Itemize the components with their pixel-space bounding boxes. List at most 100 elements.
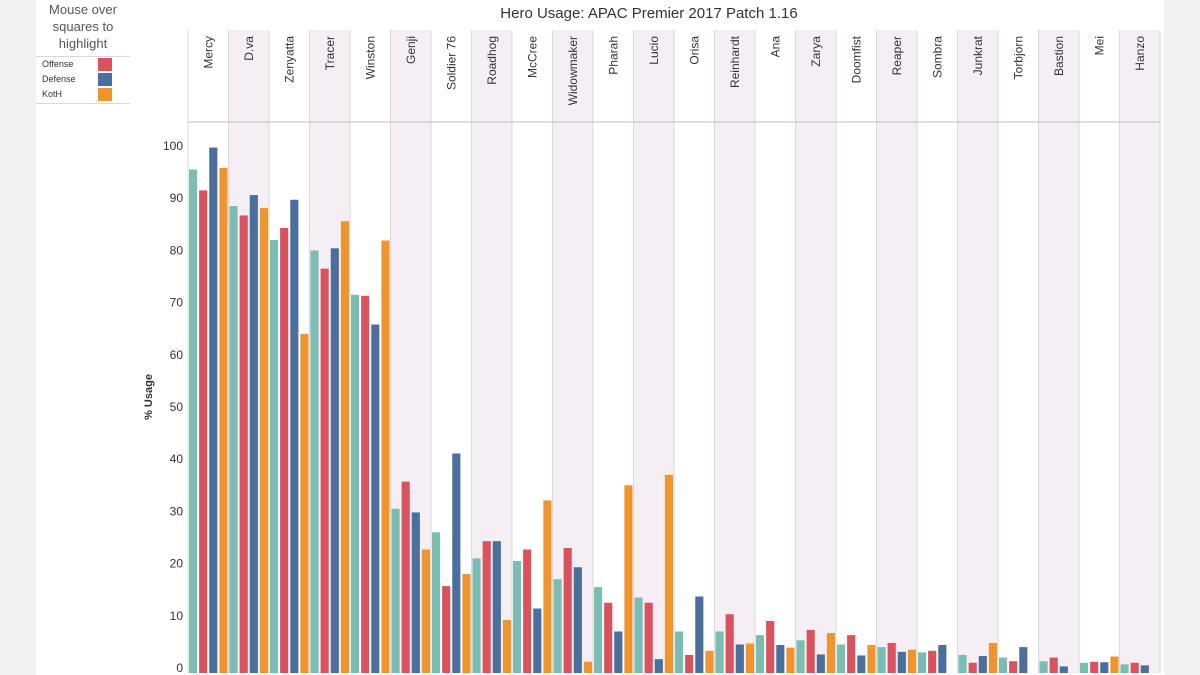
legend-swatch-koth[interactable] — [98, 88, 112, 101]
legend-swatch-offense[interactable] — [98, 58, 112, 71]
bar-genji-offense[interactable] — [401, 481, 410, 673]
bar-ana-defense[interactable] — [776, 645, 785, 673]
bar-reinhardt-offense[interactable] — [725, 614, 734, 673]
bar-tracer-koth[interactable] — [340, 221, 350, 674]
bar-zarya-koth[interactable] — [826, 633, 836, 673]
bar-pharah-offense[interactable] — [604, 602, 613, 673]
bar-ana-koth[interactable] — [786, 647, 795, 673]
bar-mccree-all[interactable] — [513, 560, 522, 673]
bar-d-va-all[interactable] — [229, 206, 238, 673]
bar-junkrat-koth[interactable] — [988, 642, 998, 673]
bar-mccree-koth[interactable] — [543, 500, 552, 673]
bar-reaper-offense[interactable] — [887, 642, 896, 673]
bar-torbjorn-offense[interactable] — [1009, 661, 1018, 673]
bar-winston-defense[interactable] — [371, 324, 380, 673]
bar-d-va-koth[interactable] — [259, 208, 269, 673]
bar-orisa-all[interactable] — [675, 631, 684, 673]
bar-bastion-offense[interactable] — [1049, 657, 1058, 673]
bar-mercy-defense[interactable] — [209, 147, 218, 673]
bar-zarya-defense[interactable] — [816, 654, 825, 673]
bar-mccree-defense[interactable] — [533, 608, 542, 673]
bar-genji-all[interactable] — [391, 508, 400, 673]
bar-zenyatta-koth[interactable] — [300, 333, 309, 673]
bar-zenyatta-all[interactable] — [270, 239, 279, 673]
bar-genji-defense[interactable] — [411, 512, 420, 673]
bar-widowmaker-koth[interactable] — [583, 661, 593, 673]
bar-mei-offense[interactable] — [1090, 661, 1099, 673]
hero-label-orisa: Orisa — [687, 36, 701, 65]
bar-lucio-offense[interactable] — [644, 602, 653, 673]
bar-pharah-all[interactable] — [594, 587, 603, 673]
bar-soldier-76-offense[interactable] — [442, 586, 451, 673]
bar-junkrat-defense[interactable] — [978, 655, 987, 673]
bar-winston-koth[interactable] — [381, 240, 390, 674]
bar-roadhog-defense[interactable] — [492, 541, 501, 673]
bar-roadhog-all[interactable] — [472, 558, 481, 673]
bar-sombra-offense[interactable] — [928, 650, 937, 673]
bar-mei-koth[interactable] — [1110, 656, 1119, 673]
bar-junkrat-offense[interactable] — [968, 662, 977, 673]
bar-zenyatta-defense[interactable] — [290, 199, 299, 673]
bar-mccree-offense[interactable] — [523, 549, 532, 673]
legend-item-defense[interactable]: Defense — [36, 72, 130, 87]
bar-sombra-all[interactable] — [918, 652, 927, 673]
bar-winston-all[interactable] — [351, 294, 360, 673]
bar-reinhardt-all[interactable] — [715, 631, 724, 673]
bar-hanzo-offense[interactable] — [1130, 662, 1139, 673]
bar-winston-offense[interactable] — [361, 295, 370, 673]
bar-torbjorn-all[interactable] — [999, 657, 1008, 673]
bar-mercy-koth[interactable] — [219, 167, 228, 674]
bar-lucio-defense[interactable] — [654, 659, 663, 673]
bar-tracer-offense[interactable] — [320, 268, 329, 673]
bar-reaper-defense[interactable] — [897, 651, 906, 673]
bar-doomfist-all[interactable] — [837, 644, 846, 673]
bar-ana-all[interactable] — [756, 635, 765, 673]
bar-sombra-defense[interactable] — [938, 645, 947, 673]
bar-mercy-offense[interactable] — [199, 190, 208, 673]
bar-doomfist-offense[interactable] — [847, 635, 856, 673]
bar-soldier-76-defense[interactable] — [452, 453, 461, 673]
bar-widowmaker-offense[interactable] — [563, 547, 572, 673]
bar-tracer-all[interactable] — [310, 250, 319, 673]
bar-roadhog-offense[interactable] — [482, 541, 491, 673]
bar-doomfist-koth[interactable] — [867, 645, 876, 673]
bar-hanzo-defense[interactable] — [1140, 665, 1149, 673]
bar-bastion-all[interactable] — [1039, 661, 1048, 673]
bar-soldier-76-koth[interactable] — [462, 574, 471, 673]
bar-widowmaker-all[interactable] — [553, 579, 562, 673]
bar-tracer-defense[interactable] — [330, 248, 339, 673]
hero-label-winston: Winston — [363, 36, 377, 79]
bar-d-va-offense[interactable] — [239, 215, 248, 673]
bar-hanzo-all[interactable] — [1120, 664, 1129, 673]
bar-zarya-all[interactable] — [796, 640, 805, 673]
bar-zenyatta-offense[interactable] — [280, 227, 289, 673]
bar-mercy-all[interactable] — [189, 169, 198, 674]
legend-swatch-defense[interactable] — [98, 73, 112, 86]
bar-d-va-defense[interactable] — [249, 195, 258, 673]
bar-torbjorn-defense[interactable] — [1019, 647, 1028, 673]
bar-orisa-offense[interactable] — [685, 654, 694, 673]
bar-zarya-offense[interactable] — [806, 629, 815, 673]
bar-reaper-koth[interactable] — [907, 649, 917, 673]
bar-genji-koth[interactable] — [421, 549, 431, 673]
bar-reinhardt-koth[interactable] — [745, 643, 755, 673]
bar-lucio-koth[interactable] — [664, 474, 674, 673]
bar-soldier-76-all[interactable] — [432, 532, 441, 673]
legend-item-offense[interactable]: Offense — [36, 57, 130, 72]
bar-reinhardt-defense[interactable] — [735, 644, 744, 673]
bar-reaper-all[interactable] — [877, 647, 886, 673]
bar-pharah-koth[interactable] — [624, 485, 633, 673]
bar-junkrat-all[interactable] — [958, 654, 967, 673]
bar-orisa-defense[interactable] — [695, 596, 704, 673]
legend-item-koth[interactable]: KotH — [36, 87, 130, 102]
bar-widowmaker-defense[interactable] — [573, 567, 582, 673]
bar-doomfist-defense[interactable] — [857, 655, 866, 673]
bar-orisa-koth[interactable] — [705, 650, 714, 673]
bar-lucio-all[interactable] — [634, 597, 643, 673]
bar-pharah-defense[interactable] — [614, 631, 623, 673]
bar-bastion-defense[interactable] — [1059, 666, 1068, 673]
bar-mei-all[interactable] — [1080, 662, 1089, 673]
bar-mei-defense[interactable] — [1100, 662, 1109, 673]
bar-ana-offense[interactable] — [766, 621, 775, 673]
bar-roadhog-koth[interactable] — [502, 619, 512, 673]
